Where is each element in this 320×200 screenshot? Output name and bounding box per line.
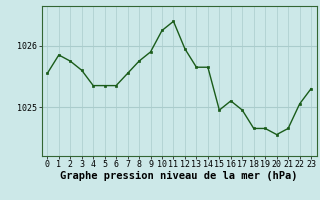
X-axis label: Graphe pression niveau de la mer (hPa): Graphe pression niveau de la mer (hPa) — [60, 171, 298, 181]
